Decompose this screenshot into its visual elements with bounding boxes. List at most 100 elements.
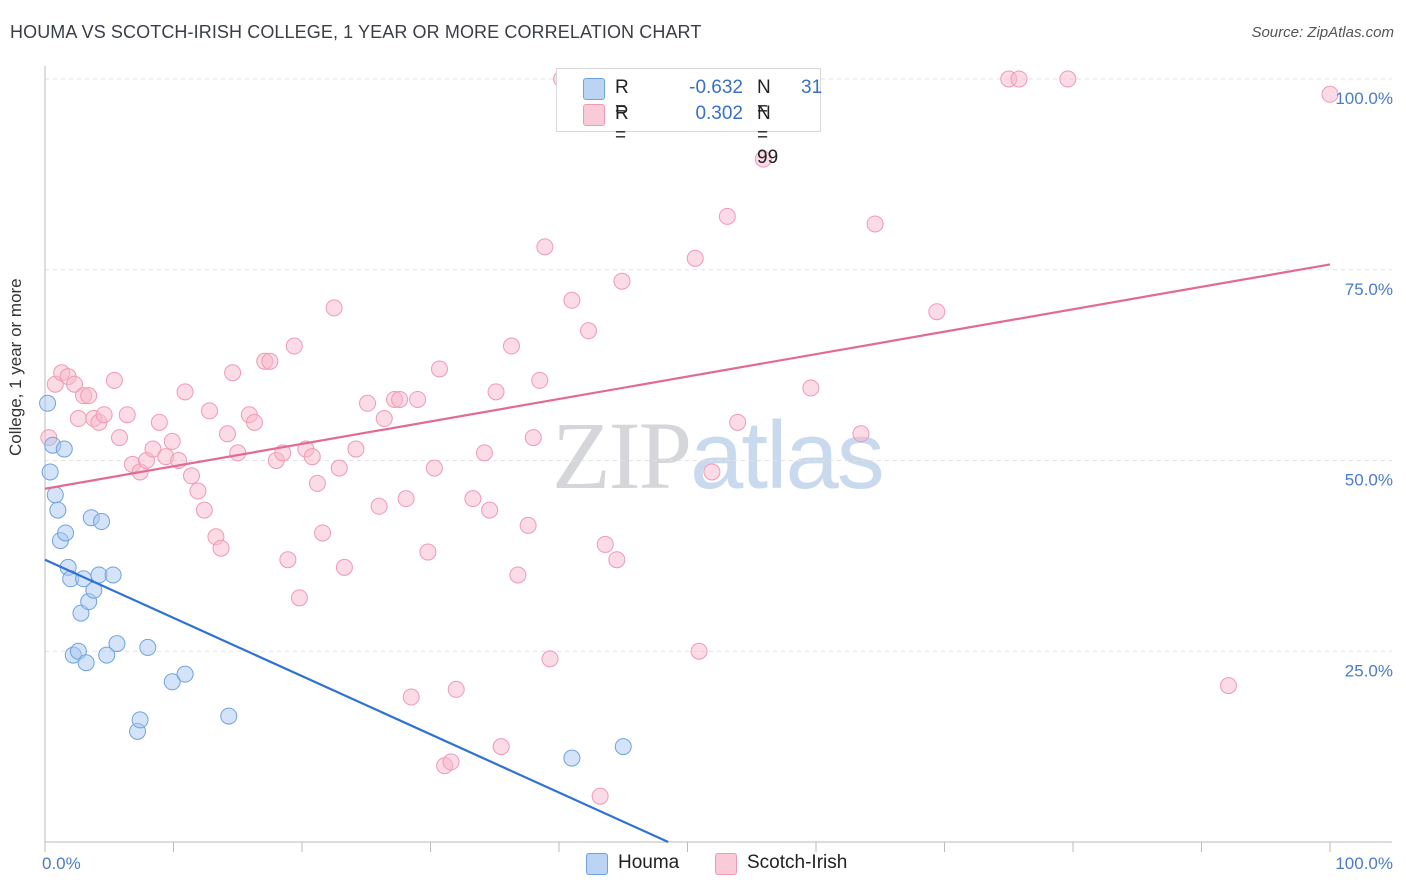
y-axis-label: College, 1 year or more xyxy=(6,278,25,456)
scotch-irish-point xyxy=(285,337,303,355)
scotch-irish-point xyxy=(144,440,162,458)
scotch-irish-point xyxy=(536,238,554,256)
scotch-irish-point xyxy=(541,650,559,668)
correlation-legend: R = -0.632 N = 31 R = 0.302 N = 99 xyxy=(556,68,823,168)
scotch-irish-point xyxy=(475,444,493,462)
scotch-irish-point xyxy=(531,371,549,389)
scotch-irish-point xyxy=(613,272,631,290)
scotch-irish-point xyxy=(303,448,321,466)
houma-point xyxy=(49,501,67,519)
houma-point xyxy=(55,440,73,458)
y-tick-label: 50.0% xyxy=(1345,471,1393,490)
scotch-irish-point xyxy=(802,379,820,397)
scotch-irish-point xyxy=(245,413,263,431)
scotch-irish-point xyxy=(314,524,332,542)
scotch-irish-point xyxy=(1219,677,1237,695)
houma-point xyxy=(77,654,95,672)
scotch-irish-swatch xyxy=(583,104,605,126)
legend-r-label: R = xyxy=(615,77,629,120)
scotch-irish-points xyxy=(40,70,1339,805)
scotch-irish-point xyxy=(279,551,297,569)
scotch-irish-point xyxy=(359,394,377,412)
houma-point xyxy=(41,463,59,481)
scotch-irish-point xyxy=(189,482,207,500)
scotch-irish-point xyxy=(442,753,460,771)
scotch-irish-point xyxy=(150,413,168,431)
x-tick-label: 0.0% xyxy=(42,854,81,873)
scotch-irish-point xyxy=(290,589,308,607)
scotch-irish-point xyxy=(105,371,123,389)
scotch-irish-swatch xyxy=(715,853,737,875)
houma-point xyxy=(220,707,238,725)
scotch-irish-point xyxy=(261,352,279,370)
scotch-irish-point xyxy=(195,501,213,519)
scotch-irish-point xyxy=(111,429,129,447)
legend-r-value: -0.632 xyxy=(689,77,743,98)
scotch-irish-point xyxy=(95,406,113,424)
scotch-irish-trend-line xyxy=(44,263,1331,490)
scotch-irish-point xyxy=(591,787,609,805)
scotch-irish-point xyxy=(718,207,736,225)
legend-r-value: 0.302 xyxy=(695,103,743,124)
scotch-irish-point xyxy=(690,642,708,660)
houma-point xyxy=(131,711,149,729)
scotch-irish-point xyxy=(492,738,510,756)
scotch-irish-point xyxy=(487,383,505,401)
scotch-irish-point xyxy=(375,410,393,428)
houma-point xyxy=(39,394,57,412)
scotch-irish-point xyxy=(524,429,542,447)
scotch-irish-point xyxy=(419,543,437,561)
legend-r-label: R = xyxy=(615,103,629,146)
scotch-irish-point xyxy=(402,688,420,706)
houma-point xyxy=(46,486,64,504)
scotch-irish-point xyxy=(229,444,247,462)
scotch-irish-point xyxy=(182,467,200,485)
scotch-irish-point xyxy=(118,406,136,424)
houma-trend-line xyxy=(44,558,669,844)
trend-lines xyxy=(44,263,1331,844)
scotch-irish-point xyxy=(519,516,537,534)
houma-points xyxy=(39,394,632,767)
scotch-irish-point xyxy=(370,497,388,515)
scotch-irish-point xyxy=(729,413,747,431)
scotch-irish-point xyxy=(163,432,181,450)
scotch-irish-point xyxy=(1059,70,1077,88)
scotch-irish-point xyxy=(347,440,365,458)
scotch-irish-label: Scotch-Irish xyxy=(747,852,848,873)
chart-title: HOUMA VS SCOTCH-IRISH COLLEGE, 1 YEAR OR… xyxy=(10,22,702,42)
scotch-irish-point xyxy=(596,535,614,553)
watermark-zip: ZIP xyxy=(552,402,692,509)
scotch-irish-point xyxy=(1010,70,1028,88)
scotch-irish-point xyxy=(866,215,884,233)
scotch-irish-point xyxy=(1321,85,1339,103)
legend-n-label: N = 99 xyxy=(757,103,779,168)
houma-point xyxy=(108,635,126,653)
scotch-irish-point xyxy=(224,364,242,382)
houma-point xyxy=(98,646,116,664)
scotch-irish-point xyxy=(425,459,443,477)
y-tick-label: 75.0% xyxy=(1345,280,1393,299)
houma-point xyxy=(563,749,581,767)
houma-point xyxy=(93,513,111,531)
source-credit: Source: ZipAtlas.com xyxy=(1251,24,1394,41)
houma-point xyxy=(176,665,194,683)
scotch-irish-point xyxy=(502,337,520,355)
y-tick-label: 25.0% xyxy=(1345,661,1393,680)
scotch-irish-point xyxy=(563,291,581,309)
houma-point xyxy=(57,524,75,542)
scotch-irish-point xyxy=(69,410,87,428)
scotch-irish-point xyxy=(686,249,704,267)
scotch-irish-point xyxy=(200,402,218,420)
scotch-irish-point xyxy=(330,459,348,477)
houma-point xyxy=(139,638,157,656)
scotch-irish-point xyxy=(212,539,230,557)
legend-n-value: 31 xyxy=(801,77,823,98)
houma-point xyxy=(614,738,632,756)
scotch-irish-point xyxy=(391,390,409,408)
tick-labels: 25.0% 50.0% 75.0% 100.0% 0.0% 100.0% xyxy=(42,89,1393,873)
scotch-irish-point xyxy=(580,322,598,340)
y-tick-label: 100.0% xyxy=(1335,89,1393,108)
axes xyxy=(44,66,1392,852)
scotch-irish-point xyxy=(464,490,482,508)
